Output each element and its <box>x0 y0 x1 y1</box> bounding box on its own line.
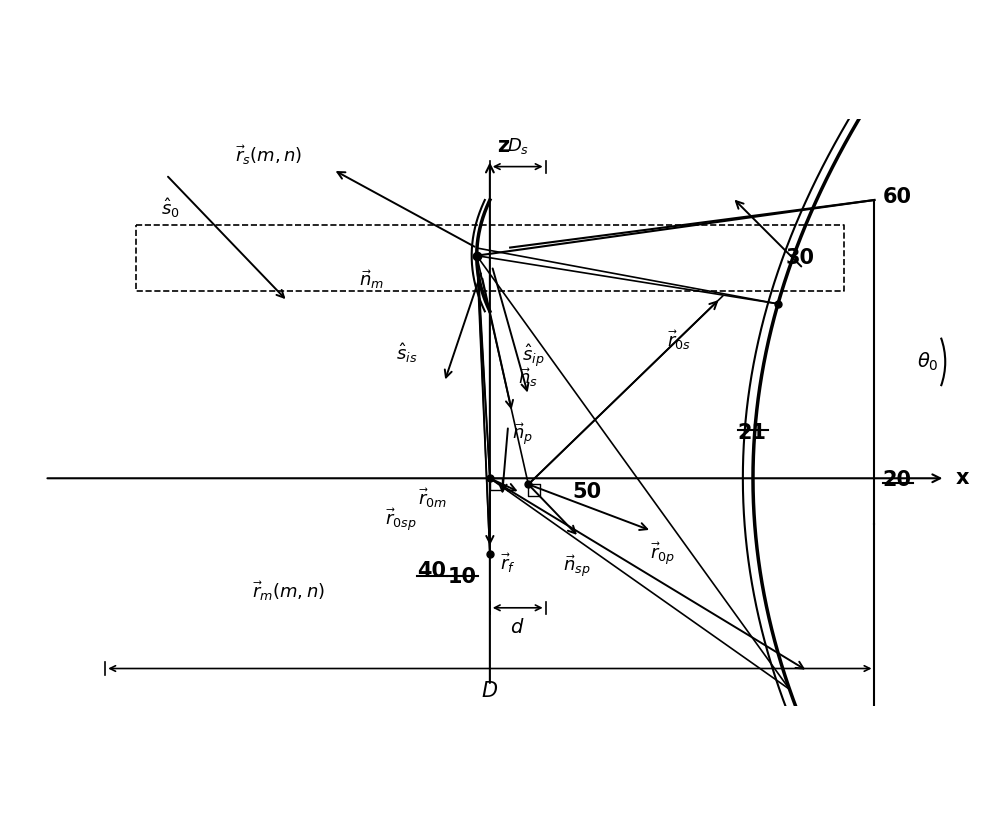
Text: 20: 20 <box>883 470 912 490</box>
Text: 10: 10 <box>447 568 476 587</box>
Text: $\vec{n}_p$: $\vec{n}_p$ <box>512 422 533 448</box>
Text: $\vec{r}_{0p}$: $\vec{r}_{0p}$ <box>650 541 675 568</box>
Text: 30: 30 <box>785 248 814 267</box>
Text: $\hat{s}_0$: $\hat{s}_0$ <box>161 196 180 220</box>
Text: $\vec{r}_{0m}$: $\vec{r}_{0m}$ <box>418 487 447 510</box>
Text: $\vec{n}_s$: $\vec{n}_s$ <box>518 366 538 389</box>
Text: $\hat{s}_{ip}$: $\hat{s}_{ip}$ <box>522 342 545 369</box>
Text: 21: 21 <box>738 422 767 443</box>
Text: $\theta_0$: $\theta_0$ <box>917 351 939 373</box>
Text: $\vec{r}_f$: $\vec{r}_f$ <box>500 551 516 575</box>
Text: $D$: $D$ <box>481 681 498 700</box>
Text: $\vec{n}_{sp}$: $\vec{n}_{sp}$ <box>563 554 590 580</box>
Text: $\vec{r}_{0sp}$: $\vec{r}_{0sp}$ <box>385 507 417 534</box>
Text: $D_s$: $D_s$ <box>507 136 529 157</box>
Text: $\vec{r}_s(m,n)$: $\vec{r}_s(m,n)$ <box>235 143 303 167</box>
Text: $\hat{s}_{is}$: $\hat{s}_{is}$ <box>396 342 417 365</box>
Text: z: z <box>497 136 509 157</box>
Text: 40: 40 <box>417 561 446 582</box>
Text: 60: 60 <box>883 186 912 207</box>
Text: 50: 50 <box>573 483 602 502</box>
Text: x: x <box>955 469 969 488</box>
Text: $\vec{r}_m(m,n)$: $\vec{r}_m(m,n)$ <box>252 579 325 603</box>
Text: $d$: $d$ <box>510 618 525 637</box>
Text: $\vec{n}_m$: $\vec{n}_m$ <box>359 268 384 291</box>
Text: $\vec{r}_{0s}$: $\vec{r}_{0s}$ <box>667 328 691 351</box>
